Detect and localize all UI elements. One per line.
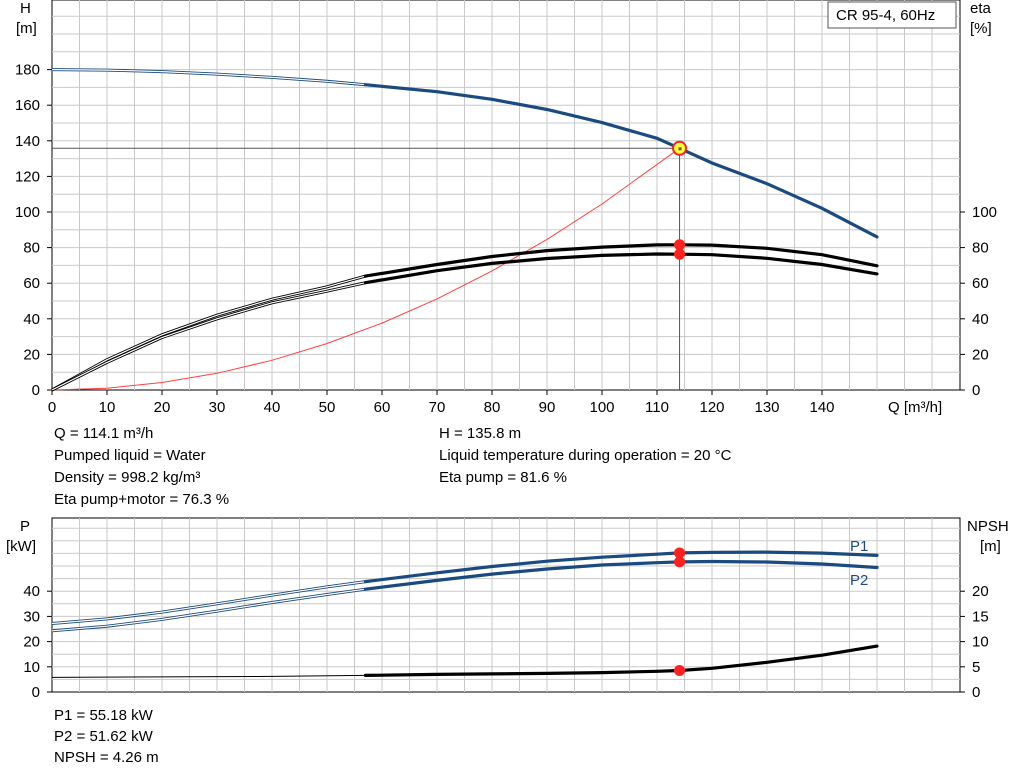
bottom-plot-frame	[51, 517, 961, 693]
x-tick-label: 20	[154, 399, 171, 416]
chart-title: CR 95-4, 60Hz	[836, 7, 935, 24]
x-tick-label: 140	[809, 399, 834, 416]
npsh-tick-label: 10	[972, 634, 989, 651]
x-tick-label: 60	[374, 399, 391, 416]
info-temperature: Liquid temperature during operation = 20…	[439, 447, 732, 464]
eta-pump-motor-curve-thin-inner	[51, 282, 366, 391]
info-p1: P1 = 55.18 kW	[54, 707, 154, 724]
bottom-chart-grid	[51, 517, 961, 693]
x-tick-label: 110	[645, 399, 669, 416]
h-curve-thin-inner	[51, 69, 366, 86]
y-tick-label: 140	[15, 133, 40, 150]
y-tick-label: 20	[23, 346, 40, 363]
operating-point-center	[678, 147, 682, 151]
npsh-axis-label-line2: [m]	[980, 538, 1001, 555]
p2-curve-thin-inner	[51, 588, 366, 632]
y-tick-label: 80	[23, 240, 40, 257]
y2-tick-label: 100	[972, 204, 997, 221]
npsh-tick-label: 15	[972, 608, 989, 625]
p1-curve-bold	[363, 550, 879, 584]
p-tick-label: 10	[23, 659, 40, 676]
top-chart-curves	[51, 68, 879, 392]
npsh-curve-bold	[363, 644, 879, 677]
x-tick-label: 130	[754, 399, 779, 416]
x-tick-label: 0	[48, 399, 56, 416]
p-tick-label: 40	[23, 583, 40, 600]
p1-series-label: P1	[850, 538, 868, 555]
npsh-marker	[674, 665, 686, 677]
y2-tick-label: 40	[972, 311, 989, 328]
bottom-chart-curves	[51, 547, 879, 678]
y-tick-label: 160	[15, 97, 40, 114]
x-tick-label: 50	[319, 399, 336, 416]
x-tick-label: 70	[429, 399, 446, 416]
y-tick-label: 60	[23, 275, 40, 292]
y-tick-label: 180	[15, 62, 40, 79]
npsh-curve-thin	[51, 674, 366, 678]
npsh-axis-label-line1: NPSH	[967, 518, 1009, 535]
y2-tick-label: 80	[972, 240, 989, 257]
npsh-tick-label: 5	[972, 659, 980, 676]
y2-tick-label: 0	[972, 382, 980, 399]
x-axis-label: Q [m³/h]	[888, 399, 942, 416]
y2-axis-label-line2: [%]	[970, 20, 992, 37]
npsh-tick-label: 0	[972, 684, 980, 701]
x-tick-label: 100	[589, 399, 614, 416]
p2-marker	[674, 556, 686, 568]
eta-pump-motor-curve-bold	[363, 252, 879, 285]
x-tick-label: 40	[264, 399, 281, 416]
y-tick-label: 120	[15, 168, 40, 185]
info-eta-pump: Eta pump = 81.6 %	[439, 469, 567, 486]
p-tick-label: 30	[23, 608, 40, 625]
info-p2: P2 = 51.62 kW	[54, 728, 154, 745]
p2-curve-bold	[363, 559, 879, 591]
system-curve	[51, 147, 680, 391]
y2-tick-label: 60	[972, 275, 989, 292]
h-curve-bold	[363, 83, 879, 239]
y-axis-label-line1: H	[20, 0, 31, 17]
p2-series-label: P2	[850, 572, 868, 589]
p1-curve-thin-inner	[51, 581, 366, 625]
p-axis-label-line2: [kW]	[6, 538, 36, 555]
axis-ticks: 0 10 20 30 40 50 60 70 80 90 100 110 120 130 140020406…	[15, 62, 997, 701]
eta-pump-curve-thin-inner	[51, 275, 366, 391]
y2-axis-label-line1: eta	[970, 0, 992, 17]
eta-pump-motor-marker	[674, 248, 686, 260]
info-eta-pump-motor: Eta pump+motor = 76.3 %	[54, 491, 229, 508]
x-tick-label: 90	[539, 399, 556, 416]
y-axis-label-line2: [m]	[16, 20, 37, 37]
x-tick-label: 10	[99, 399, 116, 416]
p-tick-label: 20	[23, 634, 40, 651]
p-axis-label-line1: P	[20, 518, 30, 535]
top-plot-frame	[51, 0, 961, 391]
info-npsh: NPSH = 4.26 m	[54, 749, 159, 766]
info-liquid: Pumped liquid = Water	[54, 447, 206, 464]
x-tick-label: 120	[699, 399, 724, 416]
p-tick-label: 0	[32, 684, 40, 701]
eta-pump-marker	[674, 239, 686, 251]
x-tick-label: 30	[209, 399, 226, 416]
info-h: H = 135.8 m	[439, 425, 521, 442]
top-chart-grid	[51, 0, 961, 391]
p1-marker	[674, 547, 686, 559]
chart-title-box: CR 95-4, 60Hz	[827, 1, 957, 29]
y2-tick-label: 20	[972, 346, 989, 363]
y-tick-label: 0	[32, 382, 40, 399]
info-q: Q = 114.1 m³/h	[54, 425, 153, 442]
eta-pump-curve-bold	[363, 243, 879, 278]
info-density: Density = 998.2 kg/m³	[54, 469, 200, 486]
y-tick-label: 100	[15, 204, 40, 221]
npsh-tick-label: 20	[972, 583, 989, 600]
x-tick-label: 80	[484, 399, 501, 416]
y-tick-label: 40	[23, 311, 40, 328]
